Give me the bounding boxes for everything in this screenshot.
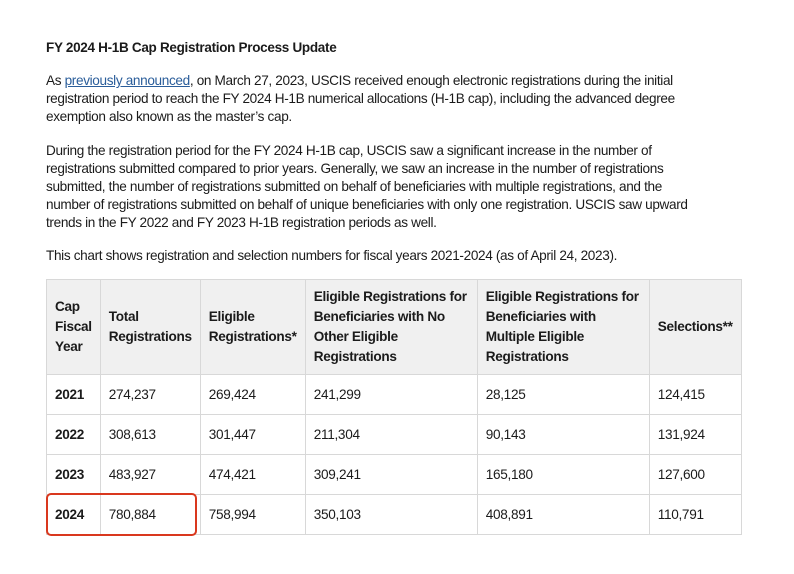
header-line: Multiple Eligible: [485, 329, 585, 344]
value-cell: 309,241: [304, 454, 478, 495]
year-cell: 2022: [46, 414, 101, 455]
value-cell: 211,304: [304, 414, 478, 455]
value-cell: 90,143: [476, 414, 650, 455]
value-cell: 131,924: [648, 414, 742, 455]
header-line: Eligible: [208, 309, 255, 324]
value-cell: 308,613: [99, 414, 201, 455]
header-line: Eligible Registrations for: [485, 289, 639, 304]
text: , on March 27, 2023, USCIS received enou…: [189, 73, 673, 88]
header-line: Registrations*: [208, 329, 297, 344]
column-header: Total Registrations: [99, 279, 201, 375]
header-line: Year: [55, 339, 83, 354]
table-row: 2022 308,613 301,447 211,304 90,143 131,924: [46, 414, 742, 455]
header-line: Selections**: [657, 319, 733, 334]
column-header: Selections**: [648, 279, 742, 375]
text: registration period to reach the FY 2024…: [46, 91, 675, 106]
year-cell: 2021: [46, 374, 101, 415]
value-cell: 110,791: [648, 494, 742, 535]
value-cell: 408,891: [476, 494, 650, 535]
header-line: Registrations: [108, 329, 192, 344]
header-line: Fiscal: [55, 319, 92, 334]
value-cell: 269,424: [199, 374, 306, 415]
header-line: Registrations: [313, 349, 397, 364]
value-cell: 483,927: [99, 454, 201, 495]
value-cell: 301,447: [199, 414, 306, 455]
value-cell: 28,125: [476, 374, 650, 415]
value-cell: 165,180: [476, 454, 650, 495]
year-cell: 2023: [46, 454, 101, 495]
value-cell: 241,299: [304, 374, 478, 415]
header-line: Eligible Registrations for: [313, 289, 467, 304]
chart-intro-paragraph: This chart shows registration and select…: [46, 248, 618, 263]
header-line: Other Eligible: [313, 329, 398, 344]
registration-table: Cap Fiscal Year Total Registrations Eligible R…: [46, 279, 742, 535]
trend-paragraph: During the registration period for the F…: [46, 142, 688, 232]
previously-announced-link[interactable]: previously announced: [64, 73, 191, 88]
value-cell: 780,884: [99, 494, 201, 535]
header-line: Beneficiaries with: [485, 309, 596, 324]
column-header: Eligible Registrations*: [199, 279, 306, 375]
page-title: FY 2024 H-1B Cap Registration Process Up…: [46, 40, 337, 55]
year-cell: 2024: [46, 494, 101, 535]
value-cell: 124,415: [648, 374, 742, 415]
text: trends in the FY 2022 and FY 2023 H-1B r…: [46, 215, 437, 230]
header-line: Beneficiaries with No: [313, 309, 445, 324]
text: During the registration period for the F…: [46, 143, 652, 158]
intro-paragraph: As previously announced, on March 27, 20…: [46, 72, 675, 126]
table-row: 2021 274,237 269,424 241,299 28,125 124,415: [46, 374, 742, 415]
column-header: Eligible Registrations for Beneficiaries …: [304, 279, 478, 375]
value-cell: 474,421: [199, 454, 306, 495]
table-row: 2023 483,927 474,421 309,241 165,180 127,600: [46, 454, 742, 495]
value-cell: 127,600: [648, 454, 742, 495]
value-cell: 350,103: [304, 494, 478, 535]
header-line: Total: [108, 309, 139, 324]
text: number of registrations submitted on beh…: [46, 197, 688, 212]
value-cell: 274,237: [99, 374, 201, 415]
value-cell: 758,994: [199, 494, 306, 535]
column-header: Eligible Registrations for Beneficiaries …: [476, 279, 650, 375]
header-line: Registrations: [485, 349, 569, 364]
header-line: Cap: [55, 299, 80, 314]
table-header-row: Cap Fiscal Year Total Registrations Eligible R…: [46, 279, 742, 375]
column-header: Cap Fiscal Year: [46, 279, 101, 375]
text: submitted, the number of registrations s…: [46, 179, 662, 194]
text: registrations submitted compared to prio…: [46, 161, 664, 176]
table-row: 2024 780,884 758,994 350,103 408,891 110,791: [46, 494, 742, 535]
text: As: [46, 73, 65, 88]
text: exemption also known as the master’s cap…: [46, 109, 292, 124]
